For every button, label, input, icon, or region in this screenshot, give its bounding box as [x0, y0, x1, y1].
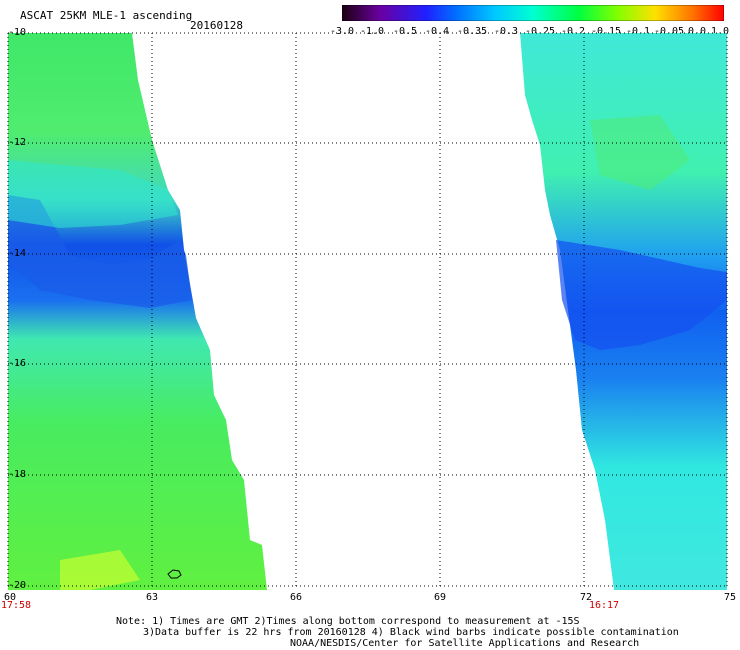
map-date: 20160128: [190, 19, 243, 32]
lon-label: 72: [579, 592, 593, 603]
island-outline: [167, 569, 182, 579]
colorbar-label: 0.0: [687, 26, 707, 37]
colorbar-label: -0.2: [560, 26, 586, 37]
colorbar-label: -0.15: [590, 26, 622, 37]
colorbar-label: -0.1: [625, 26, 651, 37]
colorbar-label: -3.0: [329, 26, 355, 37]
colorbar: [342, 5, 724, 21]
right-swath-green-patch: [590, 115, 690, 190]
lon-label: 63: [145, 592, 159, 603]
gridlines: [7, 32, 728, 587]
lat-label: -18: [8, 469, 27, 480]
colorbar-label: -0.5: [392, 26, 418, 37]
colorbar-label: -0.4: [424, 26, 450, 37]
right-swath-blue-band: [556, 240, 727, 350]
lat-label: -16: [8, 358, 27, 369]
lat-label: -12: [8, 137, 27, 148]
lon-label: 75: [723, 592, 737, 603]
left-swath-yellow-patch: [60, 550, 140, 590]
lon-label: 60: [3, 592, 17, 603]
note-line-3: NOAA/NESDIS/Center for Satellite Applica…: [290, 638, 640, 649]
colorbar-label: -0.35: [456, 26, 488, 37]
colorbar-label: -0.05: [653, 26, 685, 37]
note-line-1: Note: 1) Times are GMT 2)Times along bot…: [116, 616, 580, 627]
colorbar-label: -0.25: [524, 26, 556, 37]
note-line-2: 3)Data buffer is 22 hrs from 20160128 4)…: [143, 627, 679, 638]
colorbar-label: -0.3: [493, 26, 519, 37]
left-swath-cyan-band: [8, 160, 178, 228]
left-swath: [8, 33, 267, 590]
lat-label: -20: [8, 580, 27, 591]
left-swath-blue-band: [8, 195, 192, 308]
map-title: ASCAT 25KM MLE-1 ascending: [20, 9, 193, 22]
swath-time-left: 17:58: [0, 600, 32, 611]
colorbar-label: 1.0: [710, 26, 730, 37]
lon-label: 69: [433, 592, 447, 603]
swath-time-right: 16:17: [588, 600, 620, 611]
lat-label: -10: [8, 27, 27, 38]
lat-label: -14: [8, 248, 27, 259]
colorbar-label: -1.0: [359, 26, 385, 37]
lon-label: 66: [289, 592, 303, 603]
